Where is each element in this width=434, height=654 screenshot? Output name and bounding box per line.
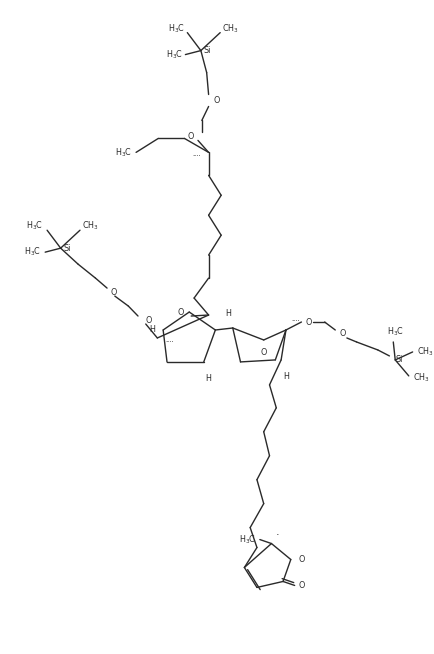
Text: O: O [145,315,152,324]
Text: ·: · [275,530,278,541]
Text: O: O [298,555,304,564]
Text: ····: ···· [192,154,201,160]
Text: O: O [177,307,183,317]
Text: O: O [298,581,304,590]
Text: Si: Si [203,46,210,55]
Text: O: O [305,317,311,326]
Text: H$_3$C: H$_3$C [26,220,43,232]
Text: H: H [224,309,230,318]
Text: H$_3$C: H$_3$C [238,533,255,546]
Text: H$_3$C: H$_3$C [168,22,185,35]
Text: Si: Si [63,244,71,252]
Text: ····: ···· [165,339,173,345]
Text: H$_3$C: H$_3$C [166,48,183,61]
Text: O: O [339,330,345,339]
Text: H$_3$C: H$_3$C [24,246,41,258]
Text: H: H [149,326,155,334]
Text: H$_3$C: H$_3$C [386,326,403,338]
Text: CH$_3$: CH$_3$ [222,22,238,35]
Text: O: O [260,348,266,357]
Text: CH$_3$: CH$_3$ [412,371,428,384]
Text: O: O [111,288,117,296]
Text: O: O [187,132,194,141]
Text: H: H [283,372,288,381]
Text: CH$_3$: CH$_3$ [82,220,99,232]
Text: O: O [213,96,219,105]
Text: Si: Si [395,355,402,364]
Text: H$_3$C: H$_3$C [115,146,132,159]
Text: CH$_3$: CH$_3$ [415,346,432,358]
Text: ····: ···· [291,318,299,324]
Text: H: H [205,374,211,383]
